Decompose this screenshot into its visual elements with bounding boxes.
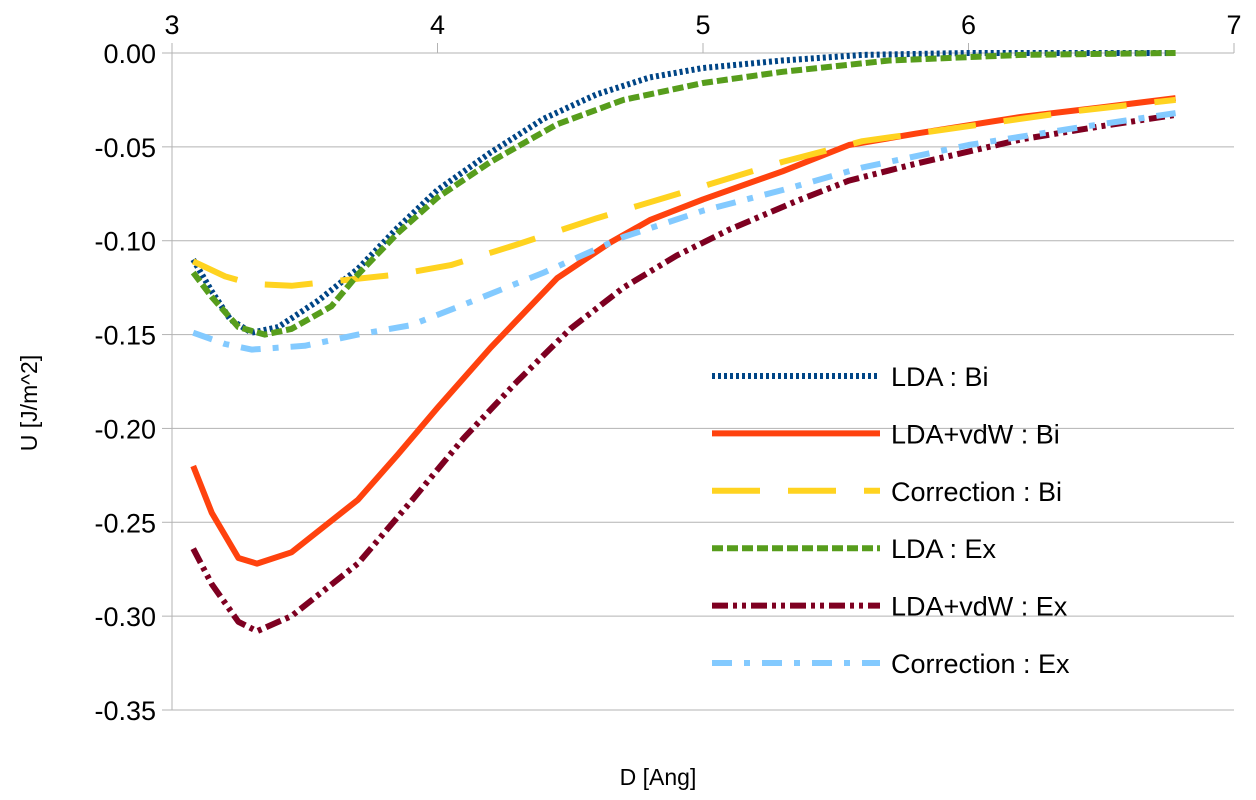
legend-label: LDA : Ex: [891, 534, 997, 564]
grid: [172, 52, 1234, 711]
legend-label: Correction : Ex: [891, 649, 1070, 679]
series-line: [192, 110, 1177, 353]
y-tick-label: -0.05: [94, 133, 156, 163]
axes: 0.00 -0.05 -0.10 -0.15 -0.20 -0.25 -0.30 -0.35 3…: [94, 10, 1241, 726]
y-tick-label: -0.20: [94, 414, 156, 444]
series-line: [191, 96, 1176, 289]
legend-label: LDA+vdW : Bi: [891, 419, 1060, 449]
legend-label: Correction : Bi: [891, 477, 1062, 507]
series-line: [190, 50, 1176, 338]
x-axis-label: D [Ang]: [620, 764, 697, 790]
y-axis-label: U [J/m^2]: [16, 355, 42, 451]
y-tick-label: -0.35: [94, 696, 156, 726]
series-line: [190, 111, 1177, 635]
y-tick-label: -0.25: [94, 508, 156, 538]
series-line: [190, 95, 1176, 567]
x-tick-label: 4: [430, 10, 445, 40]
series: [190, 50, 1177, 635]
x-tick-label: 5: [695, 10, 710, 40]
x-tick-label: 6: [961, 10, 976, 40]
y-tick-label: -0.30: [94, 602, 156, 632]
legend: LDA : Bi LDA+vdW : Bi Correction : Bi LDA :…: [712, 362, 1070, 679]
legend-label: LDA : Bi: [891, 362, 989, 392]
x-tick-label: 7: [1226, 10, 1241, 40]
y-tick-label: -0.10: [94, 227, 156, 257]
legend-label: LDA+vdW : Ex: [891, 592, 1068, 622]
series-line: [190, 50, 1176, 336]
y-tick-label: -0.15: [94, 321, 156, 351]
x-tick-label: 3: [164, 10, 179, 40]
y-tick-label: 0.00: [103, 39, 156, 69]
